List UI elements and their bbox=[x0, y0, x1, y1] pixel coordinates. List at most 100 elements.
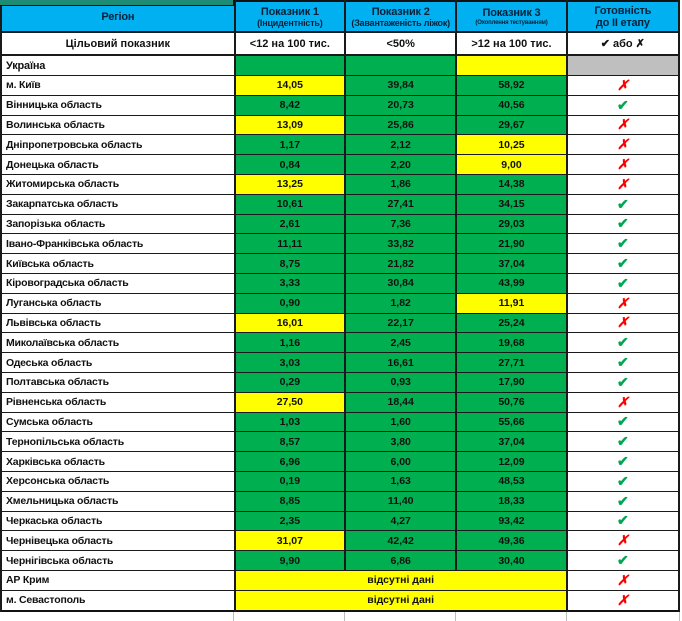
status-cell[interactable]: ✗ bbox=[565, 312, 681, 334]
status-cell[interactable]: ✔ bbox=[565, 332, 681, 354]
value-cell[interactable]: 10,61 bbox=[233, 193, 347, 215]
region-name-cell[interactable]: Дніпропетровська область bbox=[0, 134, 236, 156]
value-cell[interactable]: 0,84 bbox=[233, 154, 347, 175]
region-name-cell[interactable]: Харківська область bbox=[0, 451, 236, 472]
region-name-cell[interactable]: Кіровоградська область bbox=[0, 272, 236, 294]
header-indicator-2[interactable]: Показник 2 (Завантаженість ліжок) bbox=[343, 0, 458, 33]
value-cell[interactable]: 21,90 bbox=[455, 233, 568, 255]
target-readiness-cell[interactable]: ✔ або ✗ bbox=[565, 31, 681, 56]
value-cell[interactable]: 27,41 bbox=[343, 193, 458, 215]
value-cell[interactable]: 37,04 bbox=[455, 431, 568, 453]
target-value-3[interactable]: >12 на 100 тис. bbox=[455, 31, 568, 56]
value-cell[interactable]: 8,42 bbox=[233, 94, 347, 116]
value-cell[interactable]: 33,82 bbox=[343, 233, 458, 255]
value-cell[interactable]: 6,86 bbox=[343, 550, 458, 571]
status-cell[interactable]: ✗ bbox=[565, 75, 681, 96]
value-cell[interactable]: 22,17 bbox=[343, 312, 458, 334]
value-cell[interactable]: 2,35 bbox=[233, 510, 347, 532]
status-cell[interactable]: ✔ bbox=[565, 371, 681, 393]
value-cell[interactable]: 11,11 bbox=[233, 233, 347, 255]
value-cell[interactable]: 9,90 bbox=[233, 550, 347, 571]
value-cell[interactable]: 29,03 bbox=[455, 213, 568, 235]
header-indicator-1[interactable]: Показник 1 (Інцидентність) bbox=[233, 0, 347, 33]
value-cell[interactable]: 1,63 bbox=[343, 470, 458, 492]
value-cell[interactable]: 48,53 bbox=[455, 470, 568, 492]
region-name-cell[interactable]: Київська область bbox=[0, 253, 236, 274]
status-cell[interactable]: ✗ bbox=[565, 292, 681, 314]
status-cell[interactable]: ✔ bbox=[565, 411, 681, 433]
region-name-cell[interactable]: м. Київ bbox=[0, 75, 236, 96]
value-cell[interactable]: 25,24 bbox=[455, 312, 568, 334]
value-cell[interactable]: 0,93 bbox=[343, 371, 458, 393]
value-cell[interactable]: 3,80 bbox=[343, 431, 458, 453]
ukraine-value-1[interactable] bbox=[233, 54, 347, 76]
ukraine-label-cell[interactable]: Україна bbox=[0, 54, 236, 76]
value-cell[interactable]: 8,75 bbox=[233, 253, 347, 274]
region-name-cell[interactable]: Львівська область bbox=[0, 312, 236, 334]
status-cell[interactable]: ✔ bbox=[565, 470, 681, 492]
value-cell[interactable]: 16,61 bbox=[343, 352, 458, 373]
value-cell[interactable]: 1,17 bbox=[233, 134, 347, 156]
region-name-cell[interactable]: Миколаївська область bbox=[0, 332, 236, 354]
value-cell[interactable]: 20,73 bbox=[343, 94, 458, 116]
value-cell[interactable]: 21,82 bbox=[343, 253, 458, 274]
value-cell[interactable]: 55,66 bbox=[455, 411, 568, 433]
value-cell[interactable]: 8,85 bbox=[233, 490, 347, 512]
status-cell[interactable]: ✔ bbox=[565, 233, 681, 255]
value-cell[interactable]: 30,40 bbox=[455, 550, 568, 571]
target-value-1[interactable]: <12 на 100 тис. bbox=[233, 31, 347, 56]
status-cell[interactable]: ✔ bbox=[565, 490, 681, 512]
status-cell[interactable]: ✔ bbox=[565, 213, 681, 235]
status-cell[interactable]: ✗ bbox=[565, 114, 681, 136]
region-name-cell[interactable]: Чернігівська область bbox=[0, 550, 236, 571]
value-cell[interactable]: 2,61 bbox=[233, 213, 347, 235]
header-indicator-3[interactable]: Показник 3 (Охоплення тестуванням) bbox=[455, 0, 568, 33]
ukraine-value-2[interactable] bbox=[343, 54, 458, 76]
region-name-cell[interactable]: Закарпатська область bbox=[0, 193, 236, 215]
region-name-cell[interactable]: Одеська область bbox=[0, 352, 236, 373]
region-name-cell[interactable]: Полтавська область bbox=[0, 371, 236, 393]
value-cell[interactable]: 12,09 bbox=[455, 451, 568, 472]
no-data-cell[interactable]: відсутні дані bbox=[233, 569, 568, 591]
value-cell[interactable]: 0,19 bbox=[233, 470, 347, 492]
value-cell[interactable]: 39,84 bbox=[343, 75, 458, 96]
value-cell[interactable]: 13,09 bbox=[233, 114, 347, 136]
value-cell[interactable]: 1,60 bbox=[343, 411, 458, 433]
value-cell[interactable]: 6,96 bbox=[233, 451, 347, 472]
status-cell[interactable]: ✔ bbox=[565, 94, 681, 116]
status-cell[interactable]: ✔ bbox=[565, 431, 681, 453]
value-cell[interactable]: 42,42 bbox=[343, 530, 458, 552]
ukraine-value-3[interactable] bbox=[455, 54, 568, 76]
value-cell[interactable]: 3,33 bbox=[233, 272, 347, 294]
value-cell[interactable]: 49,36 bbox=[455, 530, 568, 552]
value-cell[interactable]: 16,01 bbox=[233, 312, 347, 334]
region-name-cell[interactable]: Вінницька область bbox=[0, 94, 236, 116]
value-cell[interactable]: 58,92 bbox=[455, 75, 568, 96]
status-cell[interactable]: ✔ bbox=[565, 352, 681, 373]
value-cell[interactable]: 29,67 bbox=[455, 114, 568, 136]
status-cell[interactable]: ✔ bbox=[565, 253, 681, 274]
region-name-cell[interactable]: м. Севастополь bbox=[0, 589, 236, 612]
no-data-cell[interactable]: відсутні дані bbox=[233, 589, 568, 612]
status-cell[interactable]: ✗ bbox=[565, 173, 681, 195]
value-cell[interactable]: 34,15 bbox=[455, 193, 568, 215]
value-cell[interactable]: 0,29 bbox=[233, 371, 347, 393]
region-name-cell[interactable]: Рівненська область bbox=[0, 391, 236, 413]
value-cell[interactable]: 18,33 bbox=[455, 490, 568, 512]
value-cell[interactable]: 6,00 bbox=[343, 451, 458, 472]
value-cell[interactable]: 14,05 bbox=[233, 75, 347, 96]
value-cell[interactable]: 10,25 bbox=[455, 134, 568, 156]
value-cell[interactable]: 2,12 bbox=[343, 134, 458, 156]
value-cell[interactable]: 1,86 bbox=[343, 173, 458, 195]
value-cell[interactable]: 17,90 bbox=[455, 371, 568, 393]
status-cell[interactable]: ✗ bbox=[565, 391, 681, 413]
value-cell[interactable]: 37,04 bbox=[455, 253, 568, 274]
status-cell[interactable]: ✔ bbox=[565, 510, 681, 532]
value-cell[interactable]: 25,86 bbox=[343, 114, 458, 136]
status-cell[interactable]: ✔ bbox=[565, 451, 681, 472]
region-name-cell[interactable]: Запорізька область bbox=[0, 213, 236, 235]
value-cell[interactable]: 43,99 bbox=[455, 272, 568, 294]
value-cell[interactable]: 27,50 bbox=[233, 391, 347, 413]
value-cell[interactable]: 40,56 bbox=[455, 94, 568, 116]
region-name-cell[interactable]: Волинська область bbox=[0, 114, 236, 136]
